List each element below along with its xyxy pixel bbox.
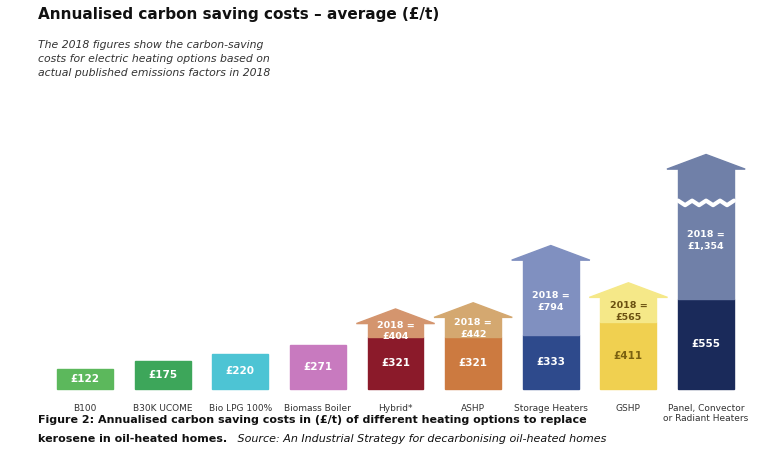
Text: GSHP: GSHP [616, 404, 641, 413]
Text: Panel, Convector
or Radiant Heaters: Panel, Convector or Radiant Heaters [664, 404, 749, 424]
Bar [445, 318, 501, 337]
Polygon shape [434, 303, 512, 318]
Text: £555: £555 [691, 339, 720, 349]
Bar [368, 337, 423, 389]
Text: £333: £333 [536, 357, 565, 367]
Text: £321: £321 [381, 358, 410, 368]
Text: The 2018 figures show the carbon-saving
costs for electric heating options based: The 2018 figures show the carbon-saving … [38, 40, 270, 78]
Text: B30K UCOME: B30K UCOME [133, 404, 192, 413]
Polygon shape [589, 283, 667, 297]
Text: Figure 2: Annualised carbon saving costs in (£/t) of different heating options t: Figure 2: Annualised carbon saving costs… [38, 415, 587, 425]
Text: Source: An Industrial Strategy for decarbonising oil-heated homes: Source: An Industrial Strategy for decar… [234, 434, 607, 444]
Text: Annualised carbon saving costs – average (£/t): Annualised carbon saving costs – average… [38, 7, 439, 22]
Polygon shape [356, 309, 435, 324]
Polygon shape [511, 246, 590, 260]
Bar [57, 370, 113, 389]
Text: ASHP: ASHP [461, 404, 485, 413]
Bar [601, 297, 657, 323]
Bar [134, 361, 190, 389]
Text: £321: £321 [458, 358, 488, 368]
Bar [445, 337, 501, 389]
Bar [368, 324, 423, 337]
Text: £411: £411 [614, 351, 643, 361]
Bar [678, 169, 734, 299]
Bar [523, 260, 579, 335]
Text: Storage Heaters: Storage Heaters [514, 404, 588, 413]
Text: 2018 =
£794: 2018 = £794 [532, 291, 570, 312]
Text: B100: B100 [73, 404, 97, 413]
Text: Biomass Boiler: Biomass Boiler [284, 404, 351, 413]
Bar [523, 335, 579, 389]
Text: Bio LPG 100%: Bio LPG 100% [209, 404, 272, 413]
Bar [601, 323, 657, 389]
Text: £122: £122 [71, 374, 100, 385]
Text: £220: £220 [226, 366, 255, 377]
Text: kerosene in oil-heated homes.: kerosene in oil-heated homes. [38, 434, 227, 444]
Text: Hybrid*: Hybrid* [379, 404, 412, 413]
Text: 2018 =
£404: 2018 = £404 [376, 321, 415, 341]
Text: 2018 =
£1,354: 2018 = £1,354 [687, 230, 725, 251]
Text: 2018 =
£565: 2018 = £565 [610, 301, 647, 322]
Polygon shape [667, 154, 745, 169]
Bar [290, 345, 346, 389]
Text: £271: £271 [303, 362, 333, 372]
Bar [678, 299, 734, 389]
Text: £175: £175 [148, 370, 177, 380]
Bar [212, 354, 268, 389]
Text: 2018 =
£442: 2018 = £442 [455, 318, 492, 339]
